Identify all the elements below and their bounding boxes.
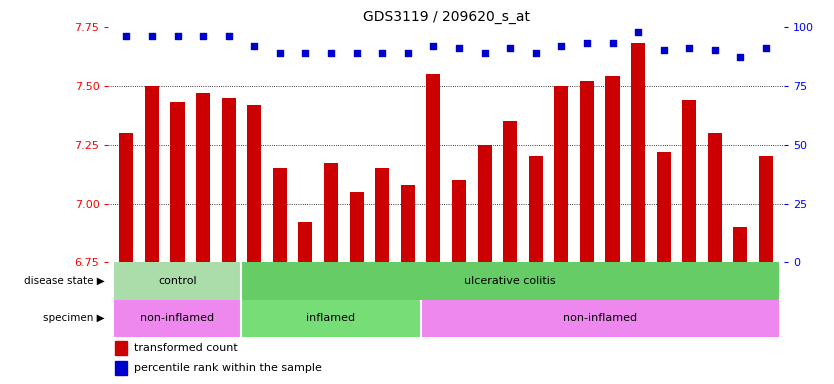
Bar <box>115 361 128 375</box>
Text: disease state ▶: disease state ▶ <box>24 276 105 286</box>
Bar <box>113 262 242 300</box>
Bar <box>242 300 420 337</box>
Bar <box>682 100 696 262</box>
Point <box>324 50 338 56</box>
Bar <box>222 98 236 262</box>
Point <box>171 33 184 40</box>
Bar <box>478 145 491 262</box>
Point <box>605 40 619 46</box>
Bar <box>401 185 414 262</box>
Point <box>708 47 721 53</box>
Text: control: control <box>158 276 197 286</box>
Point <box>478 50 491 56</box>
Title: GDS3119 / 209620_s_at: GDS3119 / 209620_s_at <box>363 10 530 25</box>
Point <box>555 43 568 49</box>
Bar <box>426 74 440 262</box>
Bar <box>375 168 389 262</box>
Bar <box>196 93 210 262</box>
Bar <box>242 262 779 300</box>
Point <box>299 50 312 56</box>
Bar <box>170 102 184 262</box>
Point <box>734 55 747 61</box>
Bar <box>420 300 779 337</box>
Text: inflamed: inflamed <box>306 313 355 323</box>
Text: specimen ▶: specimen ▶ <box>43 313 105 323</box>
Point <box>197 33 210 40</box>
Bar <box>115 341 128 355</box>
Point <box>119 33 133 40</box>
Point <box>631 28 645 35</box>
Point <box>222 33 235 40</box>
Bar <box>247 104 261 262</box>
Bar <box>349 192 364 262</box>
Bar <box>555 86 569 262</box>
Point <box>274 50 287 56</box>
Text: transformed count: transformed count <box>134 343 238 353</box>
Point <box>529 50 542 56</box>
Bar <box>299 222 313 262</box>
Point <box>504 45 517 51</box>
Text: non-inflamed: non-inflamed <box>140 313 214 323</box>
Point <box>657 47 671 53</box>
Point <box>682 45 696 51</box>
Bar <box>733 227 747 262</box>
Bar <box>452 180 466 262</box>
Point <box>452 45 465 51</box>
Bar <box>605 76 620 262</box>
Bar <box>708 133 722 262</box>
Point <box>401 50 414 56</box>
Text: percentile rank within the sample: percentile rank within the sample <box>134 363 322 373</box>
Bar <box>113 300 242 337</box>
Bar <box>580 81 594 262</box>
Point <box>760 45 773 51</box>
Point <box>375 50 389 56</box>
Bar <box>119 133 133 262</box>
Bar <box>631 43 646 262</box>
Point <box>580 40 594 46</box>
Bar <box>529 156 543 262</box>
Bar <box>273 168 287 262</box>
Text: non-inflamed: non-inflamed <box>563 313 637 323</box>
Bar <box>656 152 671 262</box>
Point <box>350 50 364 56</box>
Bar <box>145 86 159 262</box>
Bar <box>759 156 773 262</box>
Bar <box>503 121 517 262</box>
Point <box>145 33 158 40</box>
Bar <box>324 164 338 262</box>
Point <box>248 43 261 49</box>
Text: ulcerative colitis: ulcerative colitis <box>465 276 556 286</box>
Point <box>427 43 440 49</box>
